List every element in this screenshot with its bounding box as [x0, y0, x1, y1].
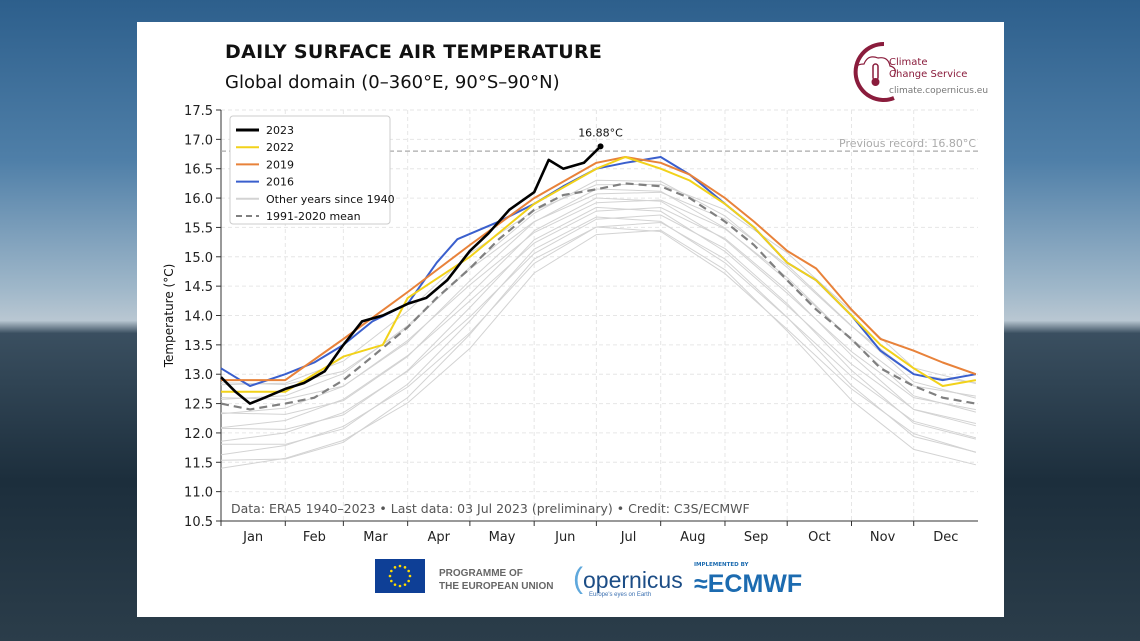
- legend-label: 2023: [266, 124, 294, 137]
- x-tick-label: Aug: [680, 530, 705, 545]
- y-tick-label: 15.0: [184, 251, 213, 266]
- temperature-chart: 10.5 11.0 11.5 12.0 12.5 13.0 13.5 14.0 14.5 15.0…: [162, 104, 978, 545]
- y-tick-label: 13.0: [184, 368, 213, 383]
- other-year-line: [220, 199, 977, 415]
- legend-label: 2019: [266, 158, 294, 171]
- other-year-line: [220, 216, 977, 445]
- ecmwf-implemented-by: IMPLEMENTED BY: [694, 562, 749, 568]
- other-year-line: [220, 214, 977, 442]
- other-year-line: [220, 179, 976, 386]
- x-tick-label: Jul: [620, 530, 637, 545]
- peak-marker: [597, 143, 604, 150]
- y-tick-label: 15.5: [184, 221, 213, 236]
- y-tick-label: 17.5: [184, 104, 213, 119]
- ecmwf-logo: ≈ECMWF: [694, 570, 802, 610]
- y-tick-label: 16.5: [184, 163, 213, 178]
- ecmwf-wordmark: ECMWF: [707, 570, 803, 598]
- y-tick-label: 16.0: [184, 192, 213, 207]
- other-year-line: [220, 183, 977, 386]
- y-tick-label: 11.5: [184, 456, 213, 471]
- legend-label: 2016: [266, 176, 294, 189]
- chart-title: DAILY SURFACE AIR TEMPERATURE: [225, 41, 603, 63]
- x-tick-label: Dec: [933, 530, 958, 545]
- other-year-line: [220, 197, 976, 415]
- ecmwf-waves-icon: ≈: [694, 570, 708, 598]
- c3s-line1: Climate: [889, 57, 928, 68]
- x-tick-label: Mar: [363, 530, 388, 545]
- x-tick-label: Jun: [554, 530, 575, 545]
- other-year-line: [220, 206, 977, 429]
- series-line-2019: [221, 156, 977, 382]
- y-tick-label: 13.5: [184, 339, 213, 354]
- x-tick-label: Apr: [428, 530, 451, 545]
- y-tick-label: 17.0: [184, 133, 213, 148]
- y-axis-label: Temperature (°C): [162, 264, 176, 369]
- eu-line1: PROGRAMME OF: [439, 568, 523, 579]
- chart-card: DAILY SURFACE AIR TEMPERATURE Global dom…: [137, 22, 1004, 617]
- y-tick-label: 14.5: [184, 280, 213, 295]
- series-line-2022: [221, 156, 977, 393]
- x-tick-label: May: [489, 530, 516, 545]
- peak-label: 16.88°C: [578, 126, 623, 139]
- other-year-line: [220, 226, 977, 461]
- other-year-line: [220, 188, 976, 400]
- eu-flag-icon: [375, 559, 425, 593]
- c3s-line2: Change Service: [889, 69, 968, 80]
- c3s-url: climate.copernicus.eu: [889, 86, 989, 96]
- x-tick-label: Jan: [242, 530, 263, 545]
- x-tick-label: Sep: [744, 530, 769, 545]
- legend-box: [229, 115, 391, 225]
- c3s-logo-icon: [853, 41, 896, 102]
- y-tick-label: 10.5: [184, 515, 213, 530]
- copernicus-tagline: Europe's eyes on Earth: [589, 592, 652, 598]
- c3s-name: Climate Change Service: [889, 57, 967, 81]
- previous-record-label: Previous record: 16.80°C: [839, 137, 976, 150]
- other-year-line: [220, 229, 977, 469]
- eu-programme-text: PROGRAMME OF THE EUROPEAN UNION: [439, 567, 553, 607]
- eu-line2: THE EUROPEAN UNION: [439, 581, 554, 592]
- series-line-2023: [220, 145, 602, 405]
- y-tick-label: 14.0: [184, 310, 213, 325]
- y-tick-label: 11.0: [184, 486, 213, 501]
- x-tick-label: Oct: [808, 530, 830, 545]
- x-tick-label: Feb: [303, 530, 326, 545]
- legend-label: 1991-2020 mean: [266, 210, 361, 223]
- y-tick-label: 12.5: [184, 398, 213, 413]
- legend-label: 2022: [266, 141, 294, 154]
- credit-text: Data: ERA5 1940–2023 • Last data: 03 Jul…: [231, 501, 750, 516]
- copernicus-logo: (opernicus Europe's eyes on Earth: [573, 562, 683, 598]
- legend-label: Other years since 1940: [266, 193, 395, 206]
- other-year-line: [220, 221, 977, 456]
- chart-subtitle: Global domain (0–360°E, 90°S–90°N): [225, 72, 560, 93]
- y-tick-label: 12.0: [184, 427, 213, 442]
- other-year-line: [220, 206, 977, 430]
- x-tick-label: Nov: [870, 530, 896, 545]
- copernicus-wordmark: opernicus: [583, 567, 683, 593]
